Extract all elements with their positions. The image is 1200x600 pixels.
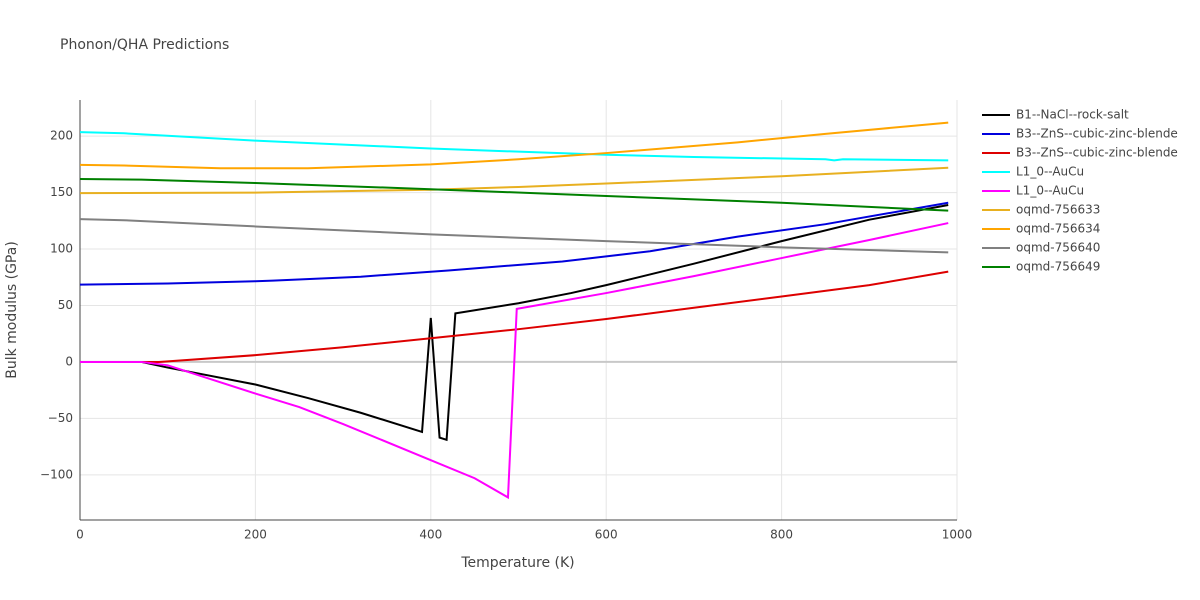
legend-label: B3--ZnS--cubic-zinc-blende (1016, 127, 1178, 141)
series-line (80, 222, 949, 500)
series-line (79, 178, 949, 212)
y-tick-label: 150 (50, 185, 73, 199)
legend-label: oqmd-756633 (1016, 203, 1100, 217)
series-line (80, 204, 949, 442)
series-line (79, 166, 949, 195)
series-line (79, 218, 949, 254)
y-tick-label: −100 (40, 467, 73, 481)
x-axis-title: Temperature (K) (460, 555, 574, 571)
legend-label: B3--ZnS--cubic-zinc-blende (1016, 146, 1178, 160)
y-tick-label: −50 (48, 411, 73, 425)
legend-label: oqmd-756634 (1016, 222, 1100, 236)
x-tick-label: 0 (76, 528, 84, 542)
series-line (79, 201, 949, 286)
x-tick-label: 400 (419, 528, 442, 542)
legend-label: L1_0--AuCu (1016, 184, 1084, 198)
x-tick-label: 1000 (942, 528, 973, 542)
y-tick-label: 200 (50, 129, 73, 143)
legend-label: oqmd-756640 (1016, 241, 1100, 255)
x-tick-label: 200 (244, 528, 267, 542)
legend-label: B1--NaCl--rock-salt (1016, 108, 1129, 122)
y-tick-label: 100 (50, 242, 73, 256)
y-tick-label: 0 (65, 354, 73, 368)
x-tick-label: 800 (770, 528, 793, 542)
legend-label: oqmd-756649 (1016, 260, 1100, 274)
y-tick-label: 50 (58, 298, 73, 312)
series-line (80, 270, 949, 363)
series-line (79, 121, 949, 170)
y-axis-title: Bulk modulus (GPa) (4, 241, 20, 379)
series-line (79, 131, 949, 162)
x-tick-label: 600 (595, 528, 618, 542)
chart-title: Phonon/QHA Predictions (60, 37, 229, 53)
legend-label: L1_0--AuCu (1016, 165, 1084, 179)
